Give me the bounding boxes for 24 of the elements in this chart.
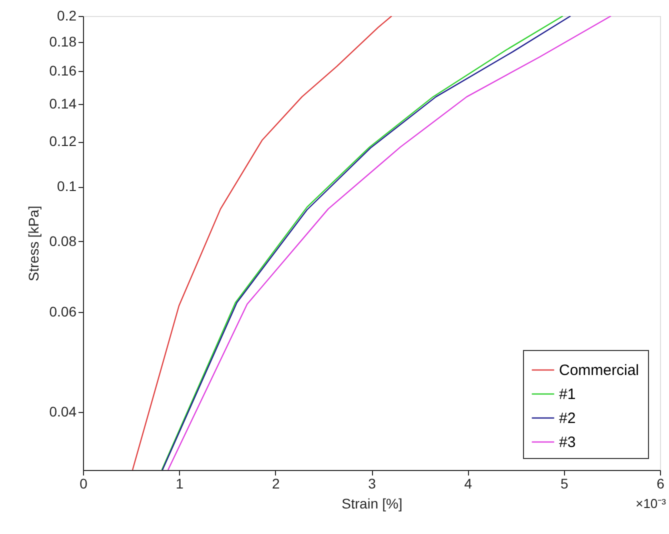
x-tick-label: 2 xyxy=(272,476,280,492)
legend-label: #2 xyxy=(559,410,576,427)
y-tick-label: 0.2 xyxy=(57,8,77,24)
line-series xyxy=(132,16,392,470)
x-tick-label: 4 xyxy=(464,476,472,492)
x-axis-title: Strain [%] xyxy=(342,496,402,512)
y-tick-label: 0.16 xyxy=(49,62,77,78)
y-tick-label: 0.04 xyxy=(49,404,77,420)
x-tick-label: 1 xyxy=(176,476,184,492)
text: ×10⁻³ xyxy=(636,496,667,511)
y-tick-label: 0.06 xyxy=(49,304,77,320)
legend-label: #1 xyxy=(559,386,576,403)
y-tick-label: 0.08 xyxy=(49,232,77,249)
legend-label: Commercial xyxy=(559,362,640,379)
y-tick-label: 0.12 xyxy=(49,133,77,150)
x-tick-label: 3 xyxy=(368,476,376,492)
y-tick-label: 0.1 xyxy=(57,178,77,194)
y-tick-label: 0.14 xyxy=(49,95,77,112)
x-tick-label: 5 xyxy=(560,476,568,492)
y-axis-title: Stress [kPa] xyxy=(25,206,42,282)
legend-label: #3 xyxy=(559,434,576,451)
x-tick-label: 0 xyxy=(80,476,88,492)
y-tick-label: 0.18 xyxy=(49,33,77,50)
x-tick-label: 6 xyxy=(656,476,665,492)
